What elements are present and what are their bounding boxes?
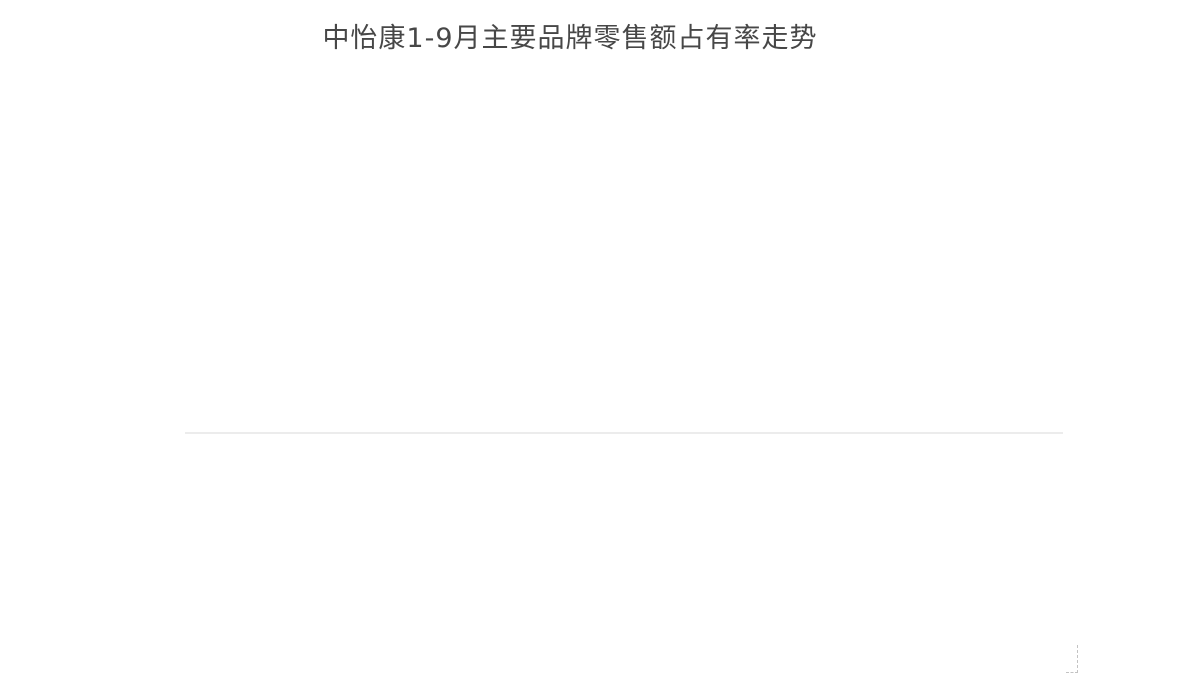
line-chart [185, 432, 1063, 434]
chart-title: 中怡康1-9月主要品牌零售额占有率走势 [322, 23, 818, 54]
selection-dashed-border-artifact [1066, 645, 1078, 673]
